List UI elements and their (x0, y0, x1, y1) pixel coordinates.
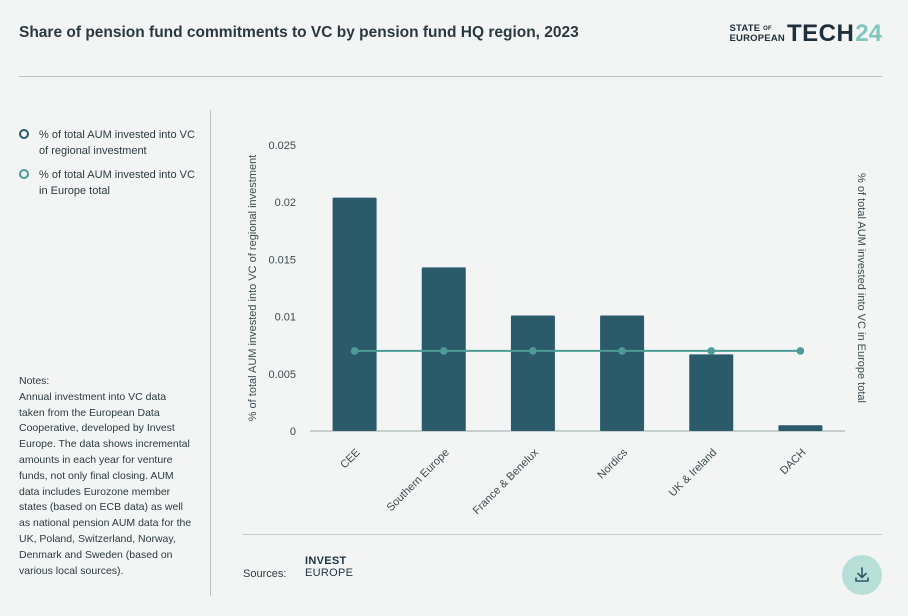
logo-european: EUROPEAN (729, 33, 785, 44)
chart-title: Share of pension fund commitments to VC … (19, 24, 579, 41)
y-axis-title: % of total AUM invested into VC of regio… (247, 155, 259, 422)
x-tick-label: Nordics (595, 446, 630, 481)
europe-total-point (529, 347, 537, 355)
europe-total-point (439, 347, 448, 355)
download-icon (855, 567, 869, 582)
logo-year: 24 (855, 20, 882, 47)
logo-tech: TECH (786, 20, 855, 47)
bar (510, 315, 555, 431)
y-tick-label: 0.015 (268, 254, 296, 266)
bar (689, 354, 734, 431)
x-tick-label: DACH (778, 447, 809, 478)
logo-state: STATE (729, 23, 761, 34)
bar (778, 425, 823, 431)
legend-marker-europe-total (19, 169, 29, 179)
legend-marker-regional (19, 129, 29, 139)
bar (600, 315, 645, 431)
x-tick-label: Southern Europe (385, 447, 452, 514)
europe-total-point (618, 347, 626, 355)
x-tick-label: UK & Ireland (667, 447, 720, 500)
x-tick-label: CEE (338, 447, 362, 471)
y-tick-label: 0 (290, 426, 296, 438)
sources-divider (242, 534, 882, 535)
chart-legend: % of total AUM invested into VC of regio… (19, 127, 199, 207)
logo-of: OF (763, 26, 772, 32)
y-tick-label: 0.025 (268, 140, 296, 152)
invest-europe-logo-line1: INVEST (305, 555, 347, 567)
invest-europe-logo-line2: EUROPE (305, 567, 354, 579)
europe-total-point (796, 347, 805, 355)
notes-text: Notes: Annual investment into VC data ta… (19, 374, 194, 579)
bar (332, 197, 377, 431)
legend-label-europe-total: % of total AUM invested into VC in Europ… (39, 169, 195, 197)
legend-item-europe-total[interactable]: % of total AUM invested into VC in Europ… (19, 167, 199, 199)
y-tick-label: 0.01 (275, 312, 296, 324)
state-of-european-tech-logo: STATE OF EUROPEAN TECH 24 (730, 20, 883, 48)
y2-axis-title: % of total AUM invested into VC in Europ… (855, 173, 867, 403)
download-button[interactable] (842, 555, 882, 595)
notes-body: Notes: Annual investment into VC data ta… (19, 375, 192, 577)
legend-label-regional: % of total AUM invested into VC of regio… (39, 129, 195, 157)
sources-label: Sources: (243, 568, 287, 580)
europe-total-point (707, 347, 716, 355)
header-divider (19, 76, 882, 77)
invest-europe-logo: INVEST EUROPE (305, 555, 353, 579)
europe-total-point (350, 347, 359, 355)
y-tick-label: 0.005 (268, 369, 296, 381)
legend-item-regional[interactable]: % of total AUM invested into VC of regio… (19, 127, 199, 159)
x-tick-label: France & Benelux (471, 446, 542, 517)
sidebar-divider (210, 110, 211, 596)
y-tick-label: 0.02 (275, 197, 296, 209)
